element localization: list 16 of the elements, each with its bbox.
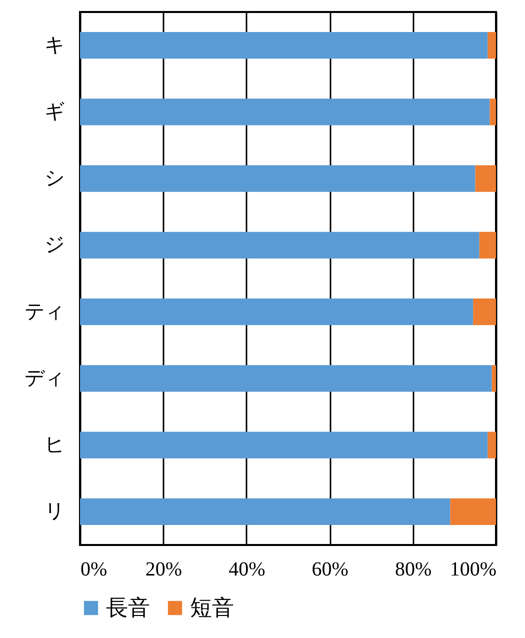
y-tick-label: ジ xyxy=(44,232,64,256)
y-tick-label: リ xyxy=(44,498,64,523)
legend-label: 短音 xyxy=(190,596,234,621)
y-tick-label: シ xyxy=(44,166,64,190)
x-tick-label: 80% xyxy=(394,558,432,580)
x-tick-label: 0% xyxy=(80,558,108,580)
y-tick-label: ディ xyxy=(24,365,64,390)
y-tick-label: キ xyxy=(44,32,64,56)
x-tick-label: 20% xyxy=(145,558,182,580)
y-tick-label: ギ xyxy=(44,98,64,123)
legend-label: 長音 xyxy=(106,596,150,621)
x-tick-label: 60% xyxy=(312,558,348,580)
x-tick-label: 100% xyxy=(450,558,496,580)
y-tick-label: ヒ xyxy=(44,432,64,456)
x-tick-label: 40% xyxy=(228,558,266,580)
y-tick-label: ティ xyxy=(24,298,64,323)
